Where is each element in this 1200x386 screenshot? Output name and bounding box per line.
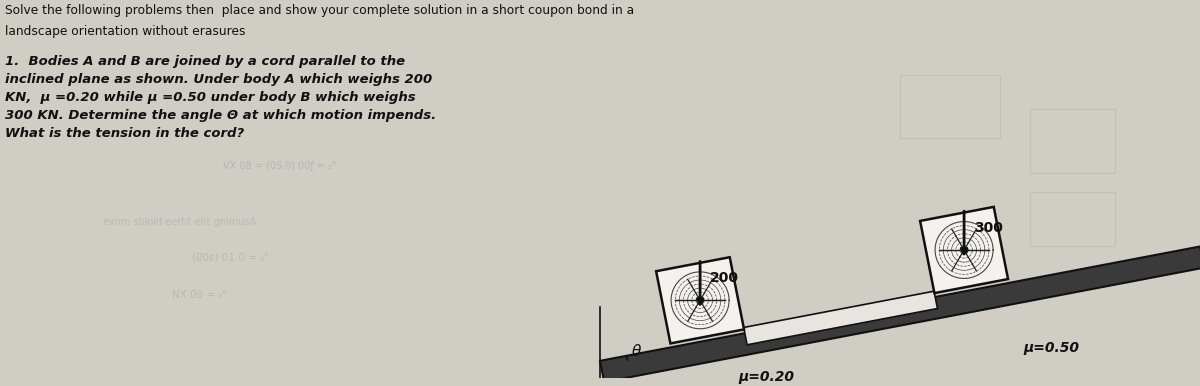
Text: μ=0.50: μ=0.50 bbox=[1024, 340, 1080, 355]
Text: NX 09 = ₂ᴿ: NX 09 = ₂ᴿ bbox=[173, 290, 228, 300]
Polygon shape bbox=[920, 207, 1008, 293]
Text: 200: 200 bbox=[710, 271, 739, 285]
Text: 1.  Bodies A and B are joined by a cord parallel to the
inclined plane as shown.: 1. Bodies A and B are joined by a cord p… bbox=[5, 55, 436, 140]
Polygon shape bbox=[600, 247, 1200, 382]
Text: θ: θ bbox=[632, 344, 641, 359]
Text: 300: 300 bbox=[974, 221, 1003, 235]
Text: evom sbloid eerht eht gnimusA: evom sbloid eerht eht gnimusA bbox=[103, 217, 257, 227]
Text: Solve the following problems then  place and show your complete solution in a sh: Solve the following problems then place … bbox=[5, 4, 634, 17]
Polygon shape bbox=[656, 257, 744, 344]
Text: (00ε) 01.0 = ₂ᴿ: (00ε) 01.0 = ₂ᴿ bbox=[192, 253, 269, 263]
Polygon shape bbox=[744, 291, 937, 345]
Text: μ=0.20: μ=0.20 bbox=[739, 370, 794, 384]
Text: VX 08 = (0S.0) 00ƒ = ₂ᴿ: VX 08 = (0S.0) 00ƒ = ₂ᴿ bbox=[223, 161, 337, 171]
Text: landscape orientation without erasures: landscape orientation without erasures bbox=[5, 25, 246, 39]
